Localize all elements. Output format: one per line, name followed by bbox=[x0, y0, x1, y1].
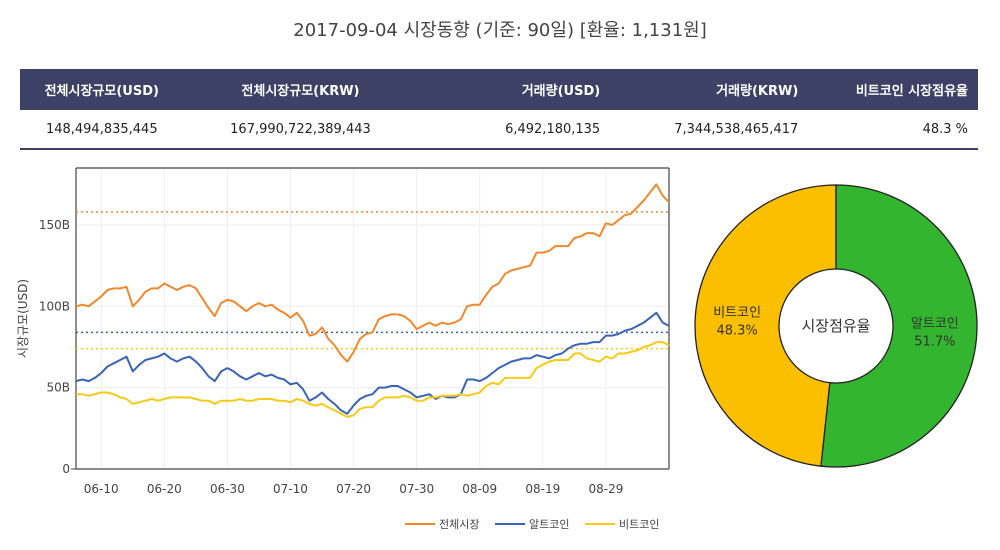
slice-percent-label: 51.7% bbox=[914, 334, 955, 349]
market-share-donut-chart: 비트코인 48.3% 알트코인 51.7% 시장점유율 bbox=[694, 184, 978, 468]
legend-label: 전체시장 bbox=[439, 518, 479, 531]
cell-bitcoin-dominance: 48.3 % bbox=[808, 110, 978, 150]
col-volume-usd: 거래량(USD) bbox=[417, 69, 611, 110]
x-tick-label: 08-19 bbox=[525, 482, 560, 496]
donut-center-label: 시장점유율 bbox=[801, 317, 870, 335]
donut-slice bbox=[694, 184, 837, 467]
cell-volume-krw: 7,344,538,465,417 bbox=[610, 110, 809, 150]
market-cap-line-chart: 06-10 06-20 06-30 07-10 07-20 07-30 08-09 08-19… bbox=[16, 167, 670, 531]
y-tick-label: 0 bbox=[62, 462, 70, 476]
x-tick-label: 08-29 bbox=[588, 482, 623, 496]
page-title: 2017-09-04 시장동향 (기준: 90일) [환율: 1,131원] bbox=[293, 20, 707, 41]
x-tick-label: 06-10 bbox=[84, 482, 119, 496]
table-row: 148,494,835,445 167,990,722,389,443 6,49… bbox=[20, 110, 978, 150]
col-market-cap-usd: 전체시장규모(USD) bbox=[20, 69, 184, 110]
table-header-row: 전체시장규모(USD) 전체시장규모(KRW) 거래량(USD) 거래량(KRW… bbox=[20, 69, 978, 110]
cell-market-cap-usd: 148,494,835,445 bbox=[20, 110, 184, 150]
y-tick-label: 50B bbox=[46, 381, 70, 395]
x-tick-label: 07-10 bbox=[273, 482, 308, 496]
col-market-cap-krw: 전체시장규모(KRW) bbox=[183, 69, 418, 110]
cell-volume-usd: 6,492,180,135 bbox=[417, 110, 611, 150]
x-tick-label: 07-20 bbox=[336, 482, 371, 496]
series-line bbox=[75, 183, 670, 363]
x-tick-label: 08-09 bbox=[462, 482, 497, 496]
col-bitcoin-dominance: 비트코인 시장점유율 bbox=[808, 69, 978, 110]
series-line bbox=[76, 341, 670, 418]
slice-name-label: 알트코인 bbox=[911, 316, 959, 331]
series-line bbox=[75, 311, 670, 415]
slice-name-label: 비트코인 bbox=[713, 306, 761, 321]
x-tick-label: 06-20 bbox=[147, 482, 182, 496]
slice-percent-label: 48.3% bbox=[716, 324, 757, 339]
market-stats-table: 전체시장규모(USD) 전체시장규모(KRW) 거래량(USD) 거래량(KRW… bbox=[20, 69, 978, 150]
cell-market-cap-krw: 167,990,722,389,443 bbox=[183, 110, 418, 150]
legend-label: 알트코인 bbox=[529, 517, 569, 531]
x-tick-label: 06-30 bbox=[210, 482, 245, 496]
y-tick-label: 150B bbox=[39, 218, 70, 232]
donut-slice bbox=[820, 184, 978, 468]
x-tick-label: 07-30 bbox=[399, 482, 434, 496]
col-volume-krw: 거래량(KRW) bbox=[610, 69, 809, 110]
y-tick-label: 100B bbox=[39, 299, 70, 313]
legend-label: 비트코인 bbox=[619, 518, 659, 531]
y-axis-label: 시장규모(USD) bbox=[16, 279, 30, 358]
